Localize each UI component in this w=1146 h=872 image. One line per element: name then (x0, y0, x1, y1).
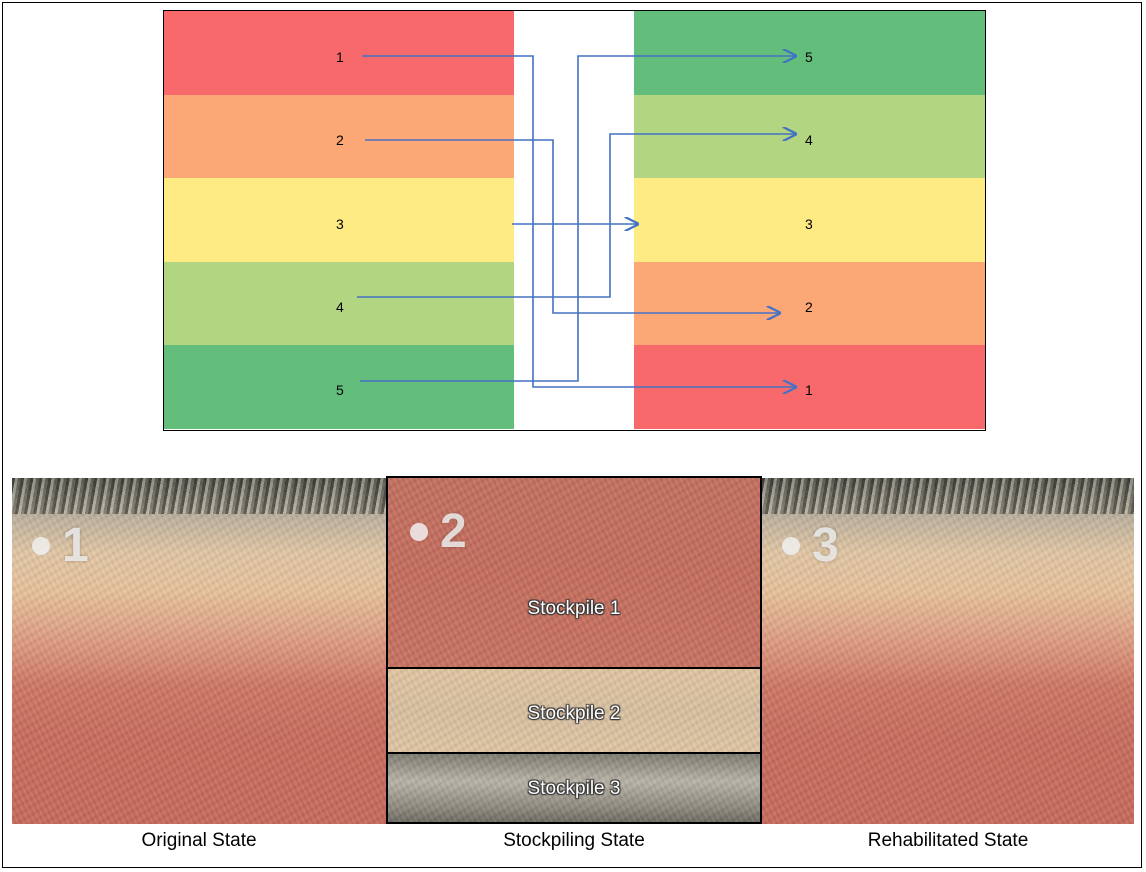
right-layer-4 (634, 261, 985, 346)
arrow-layer-1 (362, 55, 797, 387)
original-state-photo: 1 (12, 478, 386, 824)
stockpiling-state-caption: Stockpiling State (503, 830, 645, 851)
stockpile-1: 2 Stockpile 1 (386, 476, 762, 669)
original-state-number: 1 (32, 518, 89, 573)
right-layer-label: 5 (805, 49, 813, 65)
left-layer-5 (164, 345, 514, 429)
left-layer-2 (164, 94, 514, 179)
left-layer-label: 2 (336, 132, 344, 148)
bullet-icon (32, 536, 50, 555)
left-layer-3 (164, 178, 514, 262)
layer-mapping-arrows (357, 11, 797, 430)
left-layer-1 (164, 11, 514, 95)
right-layer-label: 1 (805, 382, 813, 398)
stockpile-1-label: Stockpile 1 (527, 598, 621, 619)
bullet-icon (782, 536, 800, 555)
original-state-caption: Original State (141, 830, 257, 851)
left-layer-label: 1 (336, 49, 344, 65)
stockpile-3: Stockpile 3 (386, 752, 762, 824)
right-layer-label: 3 (805, 216, 813, 232)
left-layer-4 (164, 261, 514, 346)
arrow-layer-2 (365, 139, 781, 313)
stockpile-3-label: Stockpile 3 (527, 778, 621, 799)
left-layer-label: 3 (336, 216, 344, 232)
layer-inversion-diagram: 1 2 3 4 5 5 4 3 2 1 (163, 10, 986, 431)
right-layer-2 (634, 94, 985, 179)
arrow-layer-5 (360, 56, 797, 382)
stockpiling-state-number: 2 (410, 504, 467, 559)
arrow-layer-4 (357, 134, 797, 298)
rehabilitated-state-number: 3 (782, 518, 839, 573)
stockpile-2: Stockpile 2 (386, 667, 762, 754)
right-layer-1 (634, 11, 985, 95)
rehabilitated-state-photo: 3 (762, 478, 1134, 824)
stockpile-2-label: Stockpile 2 (527, 703, 621, 724)
right-layer-3 (634, 178, 985, 262)
right-layer-label: 2 (805, 299, 813, 315)
bullet-icon (410, 522, 428, 541)
right-layer-label: 4 (805, 132, 813, 148)
left-layer-label: 5 (336, 382, 344, 398)
rehabilitated-state-caption: Rehabilitated State (867, 830, 1029, 851)
left-layer-label: 4 (336, 299, 344, 315)
